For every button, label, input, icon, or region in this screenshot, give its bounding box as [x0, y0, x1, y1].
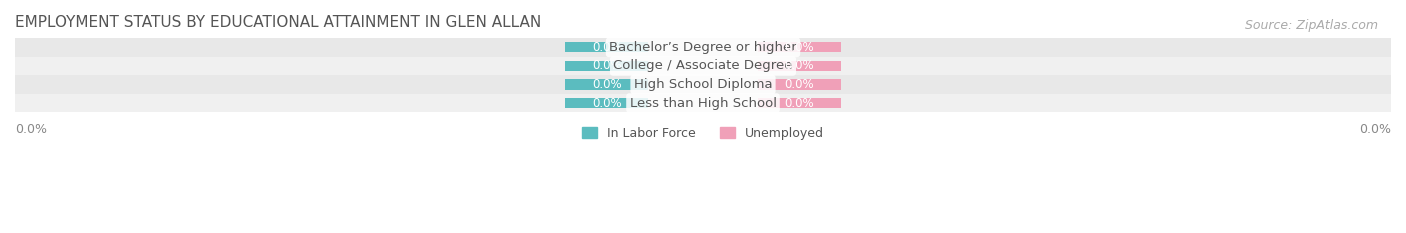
Text: 0.0%: 0.0%: [785, 59, 814, 72]
Bar: [565, 61, 648, 71]
Text: Less than High School: Less than High School: [630, 96, 776, 110]
Text: 0.0%: 0.0%: [592, 78, 621, 91]
Bar: [758, 61, 841, 71]
Bar: [758, 79, 841, 90]
Bar: [15, 57, 1391, 75]
Text: 0.0%: 0.0%: [785, 41, 814, 54]
Bar: [15, 75, 1391, 94]
Bar: [565, 79, 648, 90]
Text: 0.0%: 0.0%: [592, 41, 621, 54]
Text: 0.0%: 0.0%: [1360, 123, 1391, 136]
Bar: [758, 42, 841, 52]
Bar: [15, 94, 1391, 112]
Text: 0.0%: 0.0%: [785, 96, 814, 110]
Bar: [15, 38, 1391, 57]
Text: High School Diploma: High School Diploma: [634, 78, 772, 91]
Text: Source: ZipAtlas.com: Source: ZipAtlas.com: [1244, 19, 1378, 32]
Legend: In Labor Force, Unemployed: In Labor Force, Unemployed: [576, 122, 830, 145]
Text: 0.0%: 0.0%: [592, 59, 621, 72]
Bar: [565, 42, 648, 52]
Text: College / Associate Degree: College / Associate Degree: [613, 59, 793, 72]
Text: 0.0%: 0.0%: [592, 96, 621, 110]
Text: 0.0%: 0.0%: [785, 78, 814, 91]
Bar: [758, 98, 841, 108]
Text: Bachelor’s Degree or higher: Bachelor’s Degree or higher: [609, 41, 797, 54]
Bar: [565, 98, 648, 108]
Text: EMPLOYMENT STATUS BY EDUCATIONAL ATTAINMENT IN GLEN ALLAN: EMPLOYMENT STATUS BY EDUCATIONAL ATTAINM…: [15, 15, 541, 30]
Text: 0.0%: 0.0%: [15, 123, 46, 136]
